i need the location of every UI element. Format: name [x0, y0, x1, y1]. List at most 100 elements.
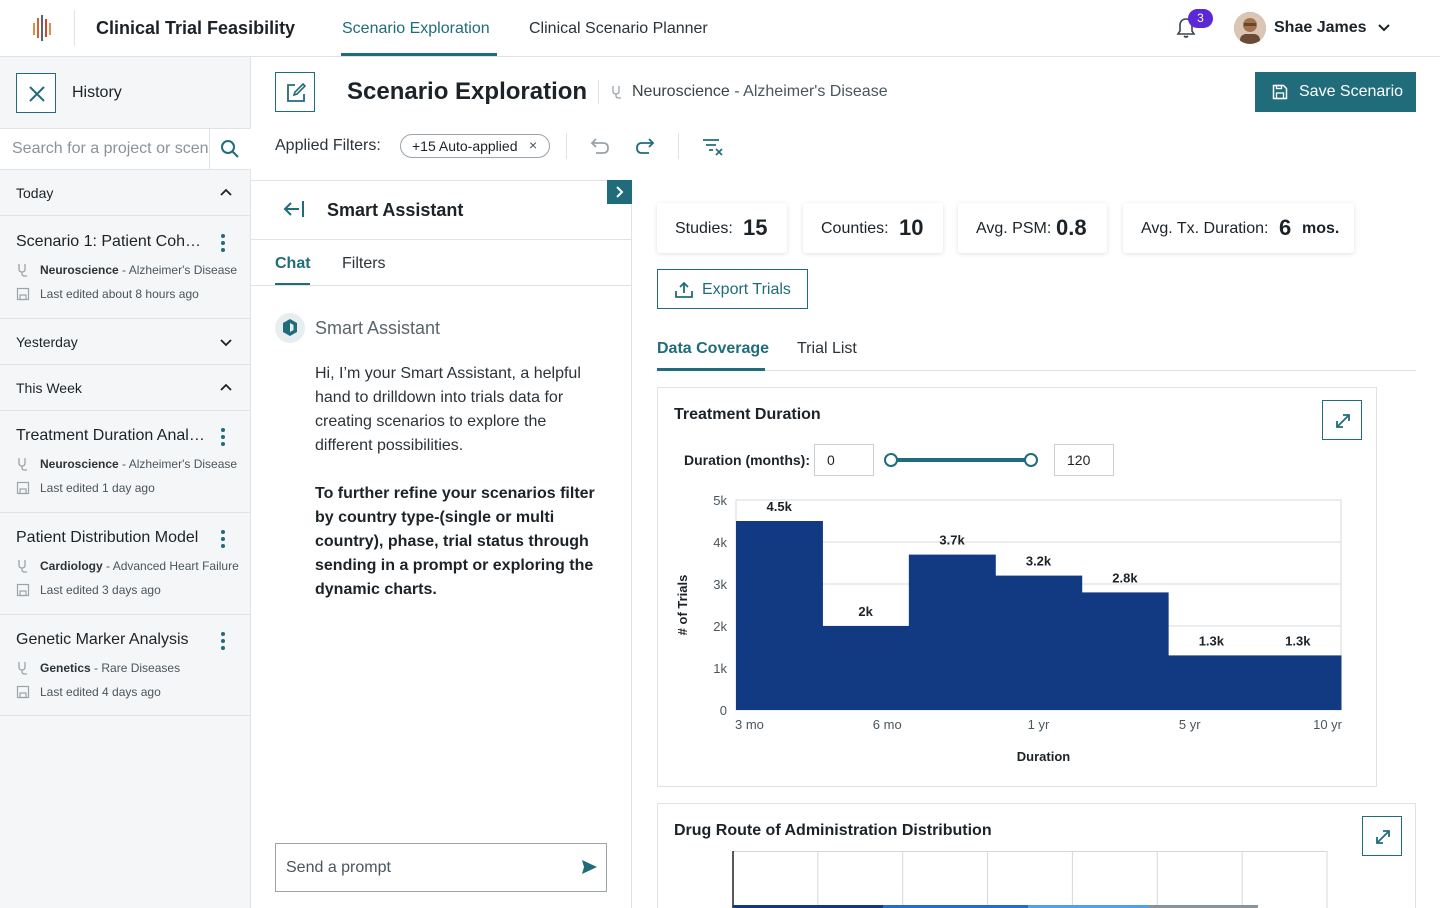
undo-icon[interactable] [588, 134, 612, 158]
stat-value: 15 [743, 215, 768, 240]
stat-counties: Counties: 10 [803, 203, 943, 253]
stat-unit: mos. [1302, 220, 1340, 237]
send-icon[interactable] [580, 858, 598, 876]
indication: - Alzheimer's Disease [729, 83, 888, 100]
tab-chat[interactable]: Chat [275, 255, 311, 272]
duration-min-input[interactable] [814, 444, 874, 476]
clear-filters-icon[interactable] [701, 135, 725, 159]
history-group-today[interactable]: Today [0, 170, 250, 216]
nav-tab-clinical-scenario-planner[interactable]: Clinical Scenario Planner [529, 20, 708, 37]
redo-icon[interactable] [633, 134, 657, 158]
history-group-this-week[interactable]: This Week [0, 365, 250, 411]
chevron-down-icon [220, 339, 232, 347]
edit-scenario-button[interactable] [275, 72, 315, 112]
close-history-button[interactable] [16, 73, 56, 113]
stat-label: Studies: [675, 220, 733, 237]
y-tick-label: 5k [713, 493, 727, 508]
stat-value: 6 [1279, 215, 1292, 240]
page-title: Scenario Exploration [347, 78, 588, 105]
prompt-box [275, 843, 607, 892]
history-item-indication: Alzheimer's Disease [128, 263, 238, 277]
assistant-logo-icon [283, 319, 297, 336]
stethoscope-icon [18, 264, 27, 277]
history-item[interactable]: Genetic Marker Analysis Genetics - Rare … [0, 615, 250, 716]
prompt-input[interactable] [277, 845, 567, 890]
history-sidebar: History Today Scenario 1: Patient Cohort… [0, 57, 251, 908]
history-item-name: Patient Distribution Model [16, 529, 199, 546]
applied-filters-label: Applied Filters: [275, 137, 381, 154]
divider [251, 239, 632, 240]
tab-trial-list[interactable]: Trial List [797, 340, 857, 357]
history-item-therapeutic-area: Neuroscience [40, 263, 119, 277]
history-item-edited: Last edited 3 days ago [16, 583, 240, 599]
auto-applied-filter-chip[interactable]: +15 Auto-applied × [400, 134, 550, 158]
save-icon [16, 685, 30, 699]
notification-count-badge: 3 [1188, 9, 1213, 28]
history-group-yesterday[interactable]: Yesterday [0, 319, 250, 365]
histogram-bar [1254, 655, 1342, 710]
app-title: Clinical Trial Feasibility [96, 18, 296, 38]
nav-active-indicator [341, 53, 497, 56]
history-item[interactable]: Scenario 1: Patient Cohort Analysis Neur… [0, 217, 250, 319]
therapeutic-area: Neuroscience [632, 83, 730, 100]
assistant-message: To further refine your scenarios filter … [315, 485, 595, 598]
stat-studies: Studies: 15 [657, 203, 787, 253]
toolbar-divider [566, 133, 567, 159]
stat-value: 10 [899, 215, 924, 240]
y-tick-label: 4k [713, 535, 727, 550]
stethoscope-icon [18, 560, 27, 573]
history-item[interactable]: Treatment Duration Analysis Neuroscience… [0, 411, 250, 513]
close-icon [29, 86, 45, 102]
card-title: Treatment Duration [674, 406, 821, 423]
series-bar [733, 905, 883, 908]
duration-max-input[interactable] [1054, 444, 1114, 476]
history-search-input[interactable] [0, 129, 210, 169]
tab-active-indicator [275, 283, 310, 285]
collapse-panel-button[interactable] [607, 180, 632, 204]
history-item-therapeutic-area: Neuroscience [40, 457, 119, 471]
tab-data-coverage[interactable]: Data Coverage [657, 340, 770, 357]
stat-avg-duration: Avg. Tx. Duration: 6 mos. [1123, 203, 1354, 253]
histogram-bar [908, 554, 996, 710]
expand-icon [1336, 414, 1350, 428]
collapse-left-icon[interactable] [282, 197, 306, 221]
remove-filter-icon[interactable]: × [529, 137, 538, 153]
history-item-edited-text: Last edited 4 days ago [40, 685, 161, 699]
user-name[interactable]: Shae James [1274, 19, 1367, 36]
history-item-name: Scenario 1: Patient Cohort Analysis [16, 233, 206, 250]
save-icon [16, 481, 30, 495]
x-tick-label: 1 yr [1028, 717, 1050, 732]
series-bar [1148, 905, 1258, 908]
tab-filters[interactable]: Filters [342, 255, 386, 272]
expand-icon [1376, 830, 1390, 844]
history-item-edited: Last edited about 8 hours ago [16, 287, 240, 303]
chevron-down-icon[interactable] [1376, 20, 1392, 36]
user-avatar[interactable] [1234, 12, 1266, 44]
slider-min-handle[interactable] [884, 453, 898, 467]
group-label: This Week [16, 380, 82, 396]
bar-data-label: 1.3k [1285, 633, 1311, 648]
duration-range-slider[interactable] [891, 458, 1031, 462]
therapeutic-area-breadcrumb: Neuroscience - Alzheimer's Disease [632, 83, 888, 101]
history-search [0, 128, 251, 170]
nav-tab-scenario-exploration[interactable]: Scenario Exploration [342, 20, 490, 37]
bar-data-label: 2k [858, 604, 873, 619]
expand-chart-button[interactable] [1362, 816, 1402, 856]
x-tick-label: 10 yr [1313, 717, 1343, 732]
slider-max-handle[interactable] [1024, 453, 1038, 467]
duration-filter-label: Duration (months): [684, 452, 810, 468]
x-tick-label: 6 mo [873, 717, 902, 732]
history-item-edited-text: Last edited 3 days ago [40, 583, 161, 597]
history-item-area: Neuroscience - Alzheimer's Disease [16, 457, 240, 473]
more-options-icon[interactable] [215, 427, 231, 447]
expand-chart-button[interactable] [1322, 400, 1362, 440]
search-icon[interactable] [220, 139, 240, 159]
history-item[interactable]: Patient Distribution Model Cardiology - … [0, 513, 250, 615]
more-options-icon[interactable] [215, 631, 231, 651]
export-trials-button[interactable]: Export Trials [657, 269, 808, 309]
divider [251, 285, 632, 286]
save-scenario-button[interactable]: Save Scenario [1255, 72, 1416, 112]
more-options-icon[interactable] [215, 233, 231, 253]
more-options-icon[interactable] [215, 529, 231, 549]
y-tick-label: 2k [713, 619, 727, 634]
